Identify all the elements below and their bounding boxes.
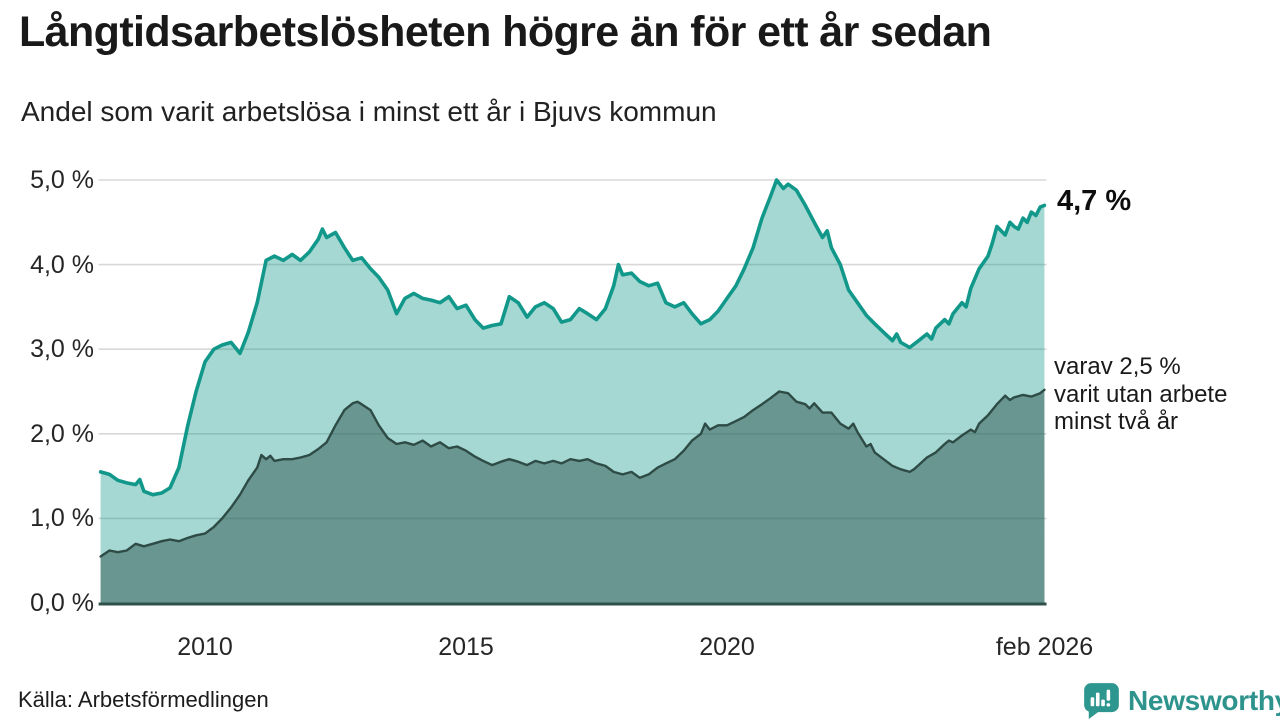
newsworthy-logo: Newsworthy <box>1083 682 1280 719</box>
lower-series-area <box>100 389 1045 603</box>
newsworthy-logo-icon <box>1083 682 1120 719</box>
y-axis-tick-label: 0,0 % <box>30 589 94 617</box>
secondary-annotation-line: varav 2,5 % <box>1054 353 1181 380</box>
x-axis-tick-label: 2015 <box>438 633 494 661</box>
chart-title: Långtidsarbetslösheten högre än för ett … <box>19 8 992 56</box>
chart-subtitle: Andel som varit arbetslösa i minst ett å… <box>21 96 717 127</box>
x-axis-tick-label: 2010 <box>177 633 233 661</box>
y-axis-tick-label: 1,0 % <box>30 504 94 533</box>
source-note: Källa: Arbetsförmedlingen <box>18 687 269 712</box>
latest-value-annotation: 4,7 % <box>1057 185 1132 217</box>
y-axis-tick-label: 2,0 % <box>30 419 94 448</box>
y-axis-tick-label: 5,0 % <box>30 166 94 194</box>
lower-series-line <box>99 388 1046 558</box>
y-axis-tick-label: 4,0 % <box>30 250 94 279</box>
newsworthy-logo-text: Newsworthy <box>1128 684 1280 716</box>
x-axis-tick-label: 2020 <box>699 633 755 661</box>
y-axis-tick-label: 3,0 % <box>30 335 94 364</box>
x-axis-tick-label: feb 2026 <box>995 633 1094 661</box>
secondary-annotation-line: minst två år <box>1054 408 1179 435</box>
upper-series-line <box>98 178 1047 497</box>
secondary-series-annotation: varav 2,5 % varit utan arbete minst två … <box>1054 353 1227 436</box>
secondary-annotation-line: varit utan arbete <box>1054 380 1228 408</box>
